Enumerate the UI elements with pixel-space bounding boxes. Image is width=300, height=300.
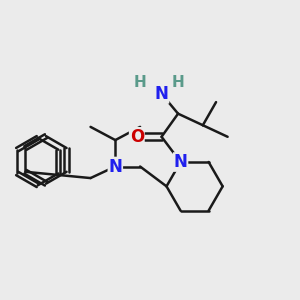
Text: H: H [134,75,146,90]
Text: N: N [174,153,188,171]
Text: N: N [108,158,122,175]
Text: O: O [130,128,144,146]
Text: N: N [154,85,169,103]
Text: H: H [172,75,184,90]
